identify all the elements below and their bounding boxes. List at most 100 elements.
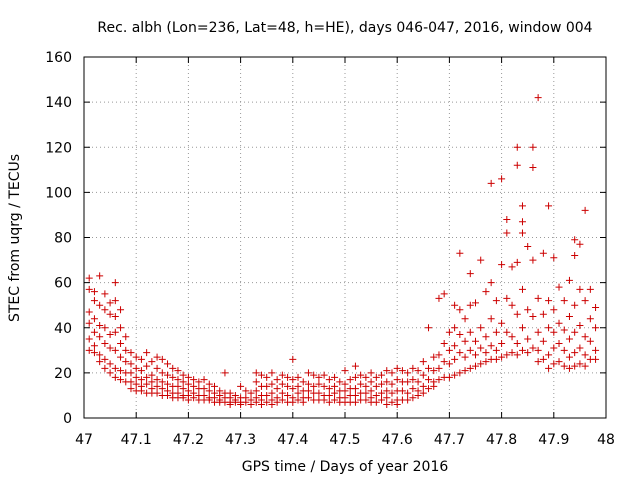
data-point [492,328,500,336]
data-point [278,371,286,379]
data-point [252,369,260,377]
data-point [550,344,558,352]
data-point [571,301,579,309]
data-point [169,373,177,381]
data-point [409,364,417,372]
data-point [372,382,380,390]
data-point [367,387,375,395]
data-point [581,351,589,359]
data-point [409,394,417,402]
data-point [513,310,521,318]
data-point [388,369,396,377]
data-point [513,351,521,359]
data-point [508,333,516,341]
y-tick-label: 80 [54,231,72,247]
data-point [477,324,485,332]
data-point [440,358,448,366]
data-point [106,369,114,377]
y-tick-label: 40 [54,321,72,337]
data-point [85,335,93,343]
data-point [393,400,401,408]
data-point [190,394,198,402]
data-point [237,400,245,408]
data-point [503,351,511,359]
data-point [513,143,521,151]
data-point [143,380,151,388]
data-point [174,367,182,375]
data-point [164,391,172,399]
data-point [195,378,203,386]
data-point [153,364,161,372]
data-point [362,382,370,390]
data-point [315,389,323,397]
data-point [550,360,558,368]
data-point [289,376,297,384]
data-point [90,349,98,357]
data-point [592,346,600,354]
data-point [430,382,438,390]
data-point [378,371,386,379]
data-point [518,285,526,293]
data-point [487,315,495,323]
data-point [184,396,192,404]
data-point [383,367,391,375]
data-point [529,344,537,352]
data-point [576,240,584,248]
data-point [592,355,600,363]
data-point [425,385,433,393]
data-point [518,229,526,237]
data-point [539,337,547,345]
data-point [451,301,459,309]
data-point [555,358,563,366]
data-point [503,229,511,237]
data-point [419,389,427,397]
chart-title: Rec. albh (Lon=236, Lat=48, h=HE), days … [97,20,592,36]
data-point [96,272,104,280]
data-point [440,290,448,298]
data-point [341,380,349,388]
data-point [362,396,370,404]
data-point [263,398,271,406]
data-point [304,380,312,388]
data-point [513,258,521,266]
data-point [122,333,130,341]
x-tick-label: 47.5 [329,432,360,448]
data-point [117,340,125,348]
data-point [550,254,558,262]
data-point [221,369,229,377]
data-point [174,382,182,390]
data-point [472,299,479,307]
data-point [430,367,438,375]
data-point [137,367,145,375]
data-point [571,236,579,244]
data-point [472,362,479,370]
data-point [111,328,119,336]
data-point [299,398,307,406]
data-point [383,400,391,408]
data-point [435,364,443,372]
data-point [565,353,573,361]
data-point [111,279,119,287]
data-point [576,321,584,329]
data-point [325,385,333,393]
data-point [456,249,464,257]
data-point [508,263,516,271]
data-point [393,364,401,372]
data-point [513,161,521,169]
data-point [101,364,109,372]
data-point [498,340,506,348]
data-point [372,391,380,399]
data-point [143,362,151,370]
data-point [169,364,177,372]
data-point [341,367,349,375]
data-point [445,346,453,354]
data-point [242,387,250,395]
data-point [425,376,433,384]
data-point [576,360,584,368]
data-point [461,353,469,361]
data-point [524,306,532,314]
data-point [576,285,584,293]
x-tick-label: 47.7 [434,432,465,448]
data-point [529,256,537,264]
data-point [85,274,93,282]
